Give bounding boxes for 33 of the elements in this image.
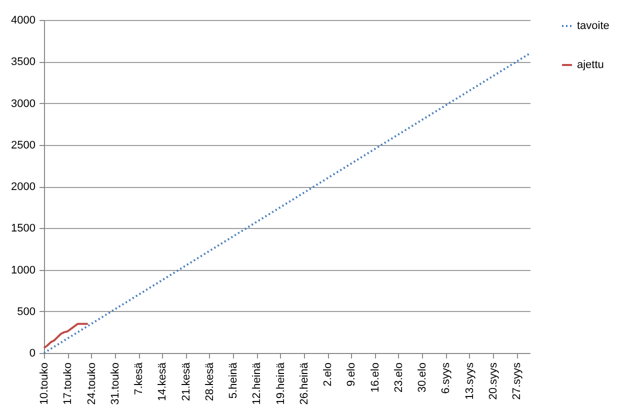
x-tick-label: 21.kesä <box>180 362 192 402</box>
x-tick-label: 6.syys <box>440 362 452 394</box>
x-tick-label: 7.kesä <box>133 362 145 395</box>
x-tick-label: 14.kesä <box>156 362 169 402</box>
y-tick-label: 4000 <box>11 14 36 26</box>
y-tick-label: 2000 <box>11 181 36 193</box>
x-tick-label: 2.elo <box>322 362 334 386</box>
y-tick-label: 3000 <box>11 98 36 110</box>
x-tick-label: 23.elo <box>392 362 405 392</box>
x-tick-label: 20.syys <box>487 362 500 400</box>
x-tick-label: 27.syys <box>511 362 523 400</box>
x-tick-label: 9.elo <box>346 362 358 386</box>
x-tick-label: 26.heinä <box>298 362 310 405</box>
x-tick-label: 17.touko <box>62 362 74 405</box>
x-tick-label: 13.syys <box>464 362 476 400</box>
y-tick-label: 2500 <box>11 139 36 152</box>
legend-label: tavoite <box>577 20 610 32</box>
x-tick-label: 19.heinä <box>274 362 287 405</box>
x-tick-label: 12.heinä <box>251 362 264 405</box>
x-tick-label: 10.touko <box>38 362 50 405</box>
legend-label: ajettu <box>577 59 604 71</box>
y-tick-label: 500 <box>17 306 36 318</box>
x-tick-label: 16.elo <box>369 362 382 392</box>
y-tick-label: 1500 <box>11 222 36 235</box>
y-tick-label: 3500 <box>11 56 36 68</box>
x-tick-label: 24.touko <box>86 362 98 405</box>
y-tick-label: 1000 <box>11 264 36 276</box>
x-tick-label: 31.touko <box>109 362 122 405</box>
line-series <box>43 322 89 350</box>
x-tick-label: 30.elo <box>416 362 428 392</box>
x-tick-label: 28.kesä <box>204 362 216 402</box>
y-tick-label: 0 <box>29 348 36 360</box>
x-tick-label: 5.heinä <box>228 362 240 399</box>
